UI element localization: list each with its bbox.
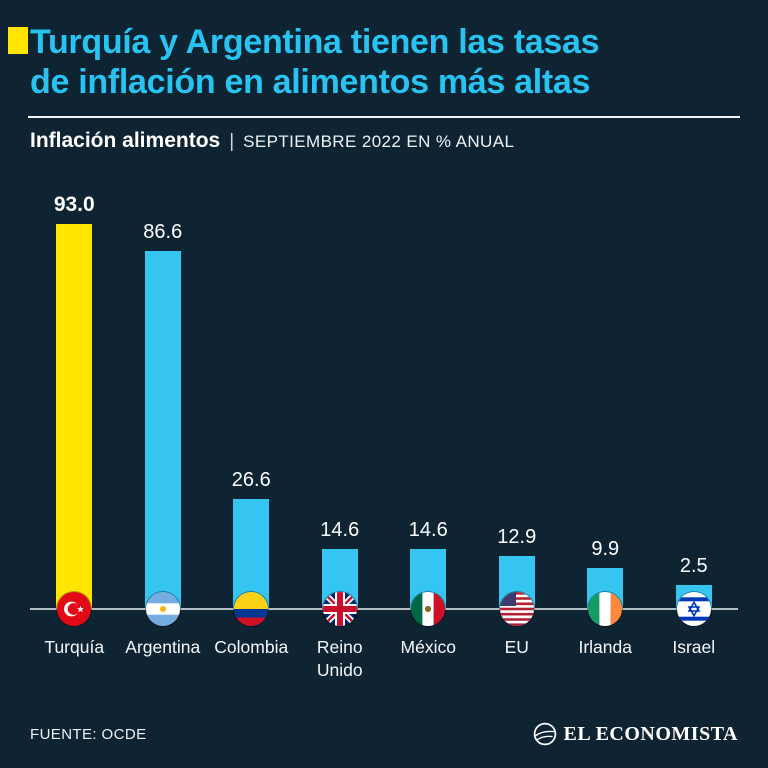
chart-labels: Turquía Argentina Colombia Reino Unido Méxic… bbox=[30, 636, 738, 682]
bar-colombia bbox=[233, 499, 270, 610]
accent-block bbox=[8, 27, 28, 54]
country-label-colombia: Colombia bbox=[214, 637, 289, 658]
bar-value-label: 26.6 bbox=[231, 469, 271, 492]
title-divider bbox=[28, 116, 740, 119]
chart-column-argentina: 86.6 bbox=[119, 187, 208, 627]
country-label-turkey: Turquía bbox=[44, 637, 105, 658]
mexico-flag-icon bbox=[411, 592, 446, 627]
brand-logo: EL ECONOMISTA bbox=[533, 722, 739, 746]
bar-turkey bbox=[56, 224, 93, 610]
country-label-argentina: Argentina bbox=[125, 637, 201, 658]
page-title: Turquía y Argentina tienen las tasas de … bbox=[30, 22, 740, 102]
chart-column-turkey: 93.0 bbox=[30, 187, 119, 627]
bar-argentina bbox=[144, 250, 181, 610]
bar-value-label: 14.6 bbox=[408, 518, 448, 541]
turkey-flag-icon bbox=[57, 592, 92, 627]
country-label-usa: EU bbox=[504, 637, 529, 658]
israel-flag-icon bbox=[676, 592, 711, 627]
footer: FUENTE: OCDE EL ECONOMISTA bbox=[30, 722, 738, 746]
country-label-mexico: México bbox=[400, 637, 456, 658]
bar-value-label: 12.9 bbox=[497, 525, 537, 548]
chart-column-ireland: 9.9 bbox=[561, 187, 650, 627]
bar-value-label: 86.6 bbox=[143, 220, 183, 243]
ireland-flag-icon bbox=[588, 592, 623, 627]
country-label-israel: Israel bbox=[672, 637, 716, 658]
chart-column-uk: 14.6 bbox=[296, 187, 385, 627]
page-title-line1: Turquía y Argentina tienen las tasas bbox=[30, 23, 600, 61]
chart-column-israel: 2.5 bbox=[650, 187, 739, 627]
bar-value-label: 9.9 bbox=[591, 538, 620, 561]
bar-value-label: 2.5 bbox=[679, 555, 708, 578]
usa-flag-icon bbox=[499, 592, 534, 627]
uk-flag-icon bbox=[322, 592, 357, 627]
country-label-ireland: Irlanda bbox=[578, 637, 632, 658]
bar-value-label: 14.6 bbox=[320, 518, 360, 541]
header: Turquía y Argentina tienen las tasas de … bbox=[0, 0, 768, 102]
chart-subtitle-separator: | bbox=[229, 131, 235, 153]
chart-subtitle-detail: SEPTIEMBRE 2022 EN % ANUAL bbox=[243, 132, 515, 152]
chart-column-colombia: 26.6 bbox=[207, 187, 296, 627]
chart-columns: 93.0 86.6 26.6 14.6 14.6 12.9 9.9 2.5 bbox=[30, 187, 739, 627]
chart-baseline bbox=[30, 608, 738, 611]
el-economista-globe-icon bbox=[533, 722, 557, 746]
chart-subtitle: Inflación alimentos | SEPTIEMBRE 2022 EN… bbox=[30, 129, 738, 153]
page-title-line2: de inflación en alimentos más altas bbox=[30, 63, 591, 102]
chart-column-mexico: 14.6 bbox=[384, 187, 473, 627]
colombia-flag-icon bbox=[234, 592, 269, 627]
brand-name: EL ECONOMISTA bbox=[563, 722, 738, 745]
chart-subtitle-lead: Inflación alimentos bbox=[30, 129, 221, 153]
argentina-flag-icon bbox=[145, 592, 180, 627]
source-note: FUENTE: OCDE bbox=[30, 725, 147, 743]
bar-chart: 93.0 86.6 26.6 14.6 14.6 12.9 9.9 2.5 bbox=[30, 187, 739, 627]
bar-value-label: 93.0 bbox=[53, 193, 95, 217]
chart-column-usa: 12.9 bbox=[473, 187, 562, 627]
country-label-uk: Reino Unido bbox=[316, 637, 363, 680]
